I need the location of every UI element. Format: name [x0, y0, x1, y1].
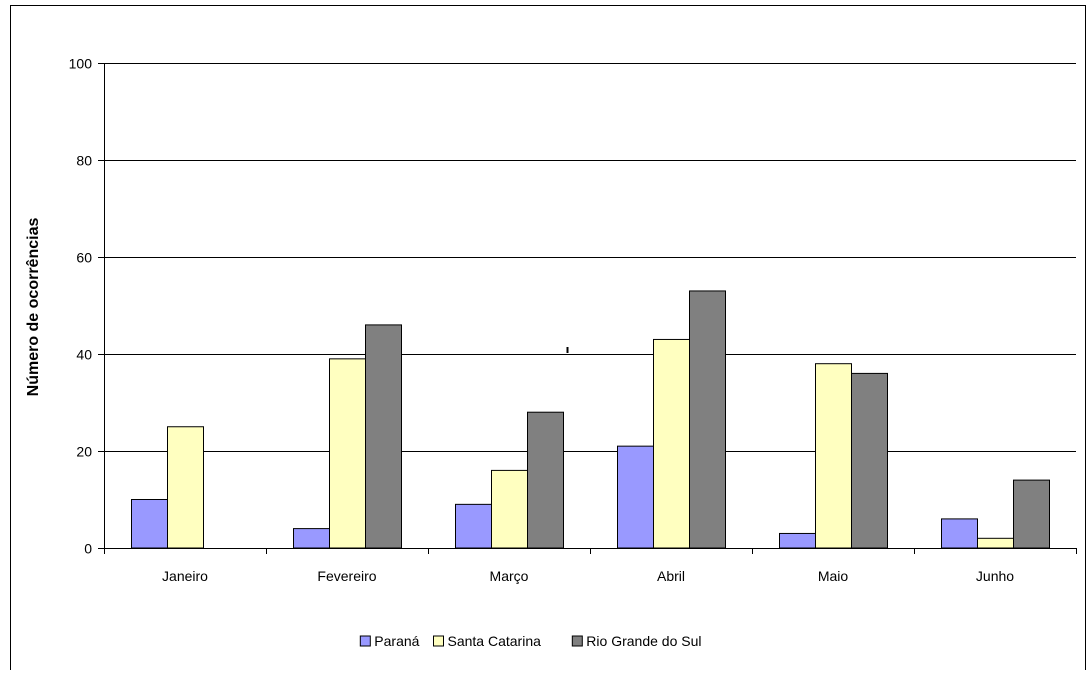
y-tick-label: 60: [76, 250, 92, 266]
bar: [365, 324, 402, 549]
x-tick-label: Janeiro: [162, 568, 208, 584]
legend-label: Rio Grande do Sul: [586, 633, 701, 649]
legend-swatch: [433, 635, 444, 647]
x-tick-label: Junho: [976, 568, 1014, 584]
y-tick-label: 40: [76, 347, 92, 363]
bar: [527, 411, 564, 549]
bar: [779, 532, 816, 549]
axes: [98, 63, 1077, 554]
x-tick-labels: Janeiro Fevereiro Março Abril Maio Junho: [162, 568, 1014, 584]
x-tick-label: Abril: [657, 568, 685, 584]
bar: [167, 426, 204, 549]
x-tick-label: Março: [490, 568, 529, 584]
bar: [851, 372, 888, 549]
y-tick-label: 100: [69, 56, 93, 72]
legend-label: Santa Catarina: [448, 633, 542, 649]
x-tick-label: Fevereiro: [317, 568, 376, 584]
bar: [491, 469, 528, 549]
bar: [455, 503, 492, 549]
bar: [977, 537, 1014, 549]
chart-border: [10, 5, 1086, 670]
bars: [131, 290, 1050, 549]
y-tick-label: 0: [84, 541, 92, 557]
bar: [131, 499, 168, 549]
bar: [329, 358, 366, 549]
bar: [617, 445, 654, 549]
y-tick-label: 20: [76, 444, 92, 460]
y-axis-label: Número de ocorrências: [25, 218, 42, 397]
legend-swatch: [359, 635, 371, 647]
x-tick-label: Maio: [818, 568, 849, 584]
bar: [815, 363, 852, 549]
y-tick-labels: 0 20 40 60 80 100: [69, 56, 93, 557]
gridlines: [104, 63, 1076, 452]
bar: [941, 518, 978, 549]
bar: [293, 528, 330, 549]
legend-label: Paraná: [374, 633, 419, 649]
y-tick-label: 80: [76, 153, 92, 169]
legend-swatch: [571, 635, 583, 647]
bar: [653, 338, 690, 549]
bar: [1013, 479, 1050, 549]
bar: [689, 290, 726, 549]
legend: Paraná Santa Catarina Rio Grande do Sul: [359, 633, 701, 649]
